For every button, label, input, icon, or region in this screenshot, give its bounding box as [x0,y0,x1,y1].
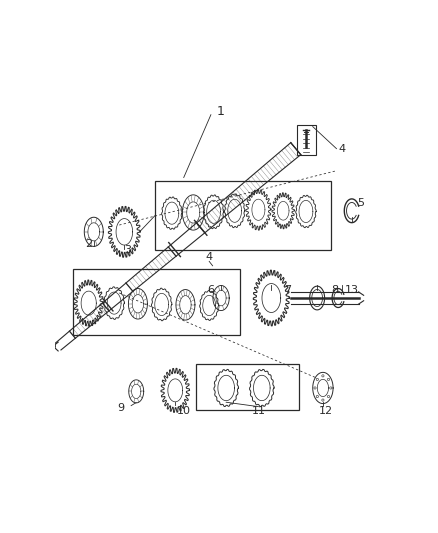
Text: 7: 7 [284,285,291,295]
Text: 3: 3 [124,246,131,255]
Text: 5: 5 [357,198,364,208]
Text: 8: 8 [331,285,339,295]
Text: 4: 4 [205,252,213,262]
Bar [155,181,332,251]
Text: 4: 4 [338,144,345,154]
Bar [297,125,316,156]
Text: 13: 13 [345,285,359,295]
Text: 10: 10 [177,406,191,416]
Text: 2: 2 [85,239,92,249]
Text: 1: 1 [217,105,225,118]
Bar [196,364,299,410]
Text: 9: 9 [117,403,124,413]
Bar [74,269,240,335]
Text: 6: 6 [208,285,214,295]
Text: 11: 11 [251,406,265,416]
Text: 12: 12 [319,406,333,416]
